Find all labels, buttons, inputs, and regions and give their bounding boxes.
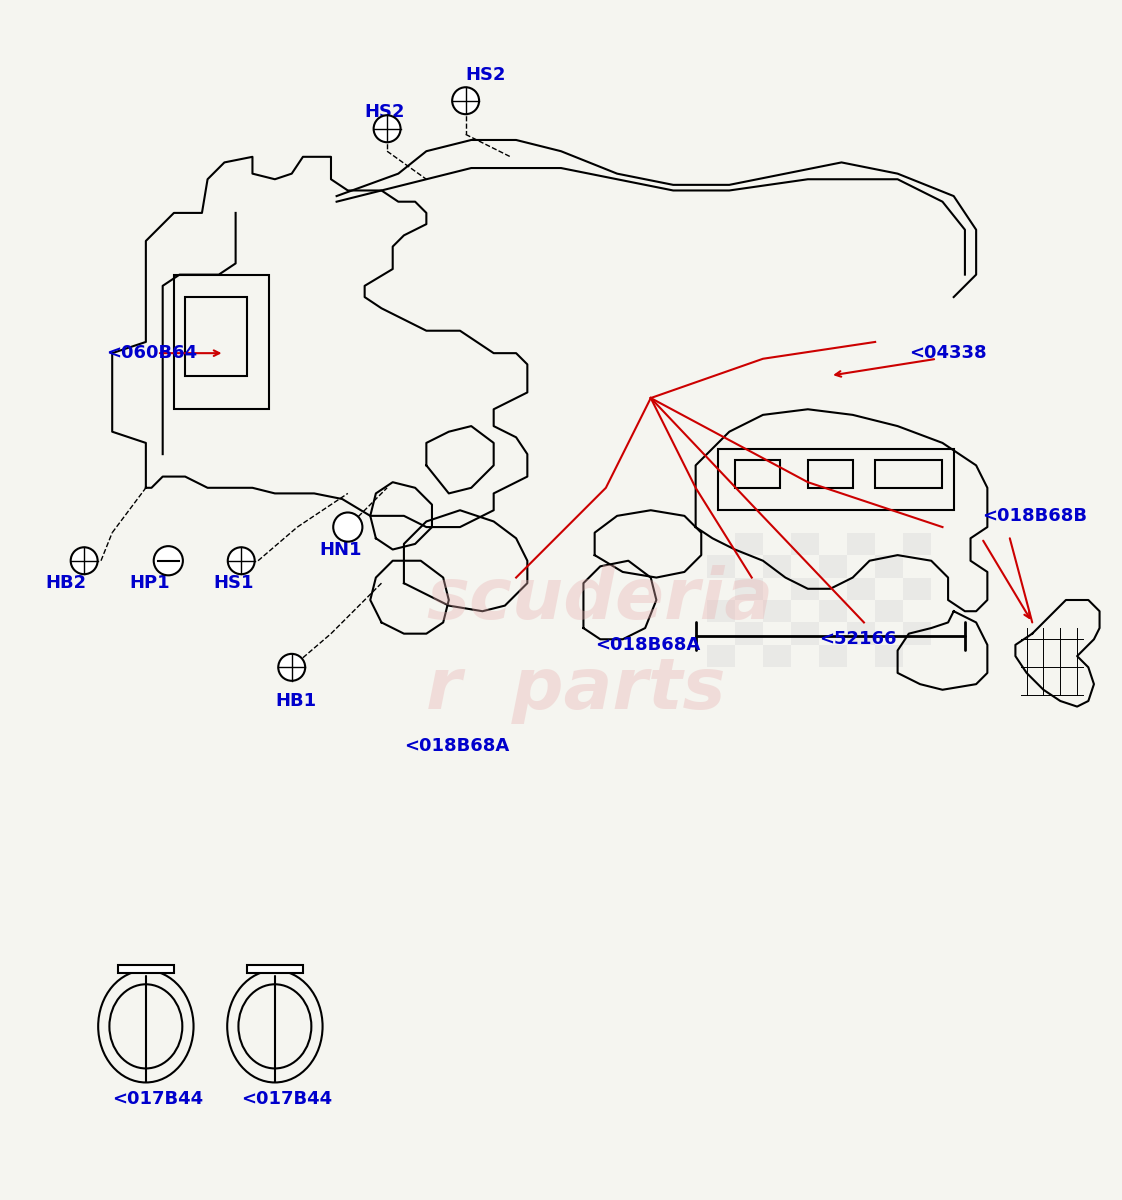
Text: <52166: <52166: [819, 630, 896, 648]
Polygon shape: [735, 577, 763, 600]
Polygon shape: [763, 556, 791, 577]
Polygon shape: [763, 644, 791, 667]
Circle shape: [154, 546, 183, 575]
Polygon shape: [875, 644, 903, 667]
Circle shape: [71, 547, 98, 574]
Text: HN1: HN1: [320, 540, 362, 558]
Polygon shape: [735, 533, 763, 556]
Text: <060B64: <060B64: [107, 344, 197, 362]
Text: scuderia: scuderia: [426, 565, 773, 635]
Polygon shape: [903, 533, 931, 556]
Polygon shape: [875, 600, 903, 623]
Text: HS2: HS2: [466, 66, 506, 84]
Polygon shape: [118, 965, 174, 972]
Polygon shape: [707, 556, 735, 577]
Text: r  parts: r parts: [426, 655, 726, 725]
Polygon shape: [707, 644, 735, 667]
Polygon shape: [735, 623, 763, 644]
Circle shape: [228, 547, 255, 574]
Polygon shape: [875, 556, 903, 577]
Text: <017B44: <017B44: [112, 1091, 203, 1109]
Polygon shape: [791, 623, 819, 644]
Text: <04338: <04338: [909, 344, 986, 362]
Polygon shape: [763, 600, 791, 623]
Text: HP1: HP1: [129, 574, 169, 592]
Polygon shape: [847, 533, 875, 556]
Circle shape: [452, 88, 479, 114]
Text: HS1: HS1: [213, 574, 254, 592]
Polygon shape: [707, 600, 735, 623]
Polygon shape: [847, 623, 875, 644]
Polygon shape: [791, 533, 819, 556]
Polygon shape: [903, 623, 931, 644]
Circle shape: [278, 654, 305, 680]
Text: HB1: HB1: [275, 692, 316, 710]
Polygon shape: [903, 577, 931, 600]
Text: HS2: HS2: [365, 103, 405, 121]
Polygon shape: [819, 600, 847, 623]
Text: HB2: HB2: [45, 574, 86, 592]
Text: <017B44: <017B44: [241, 1091, 332, 1109]
Polygon shape: [847, 577, 875, 600]
Polygon shape: [819, 644, 847, 667]
Polygon shape: [247, 965, 303, 972]
Polygon shape: [791, 577, 819, 600]
Text: <018B68A: <018B68A: [595, 636, 700, 654]
Circle shape: [374, 115, 401, 143]
Circle shape: [333, 512, 362, 541]
Polygon shape: [819, 556, 847, 577]
Text: <018B68A: <018B68A: [404, 737, 509, 755]
Text: <018B68B: <018B68B: [982, 506, 1087, 524]
